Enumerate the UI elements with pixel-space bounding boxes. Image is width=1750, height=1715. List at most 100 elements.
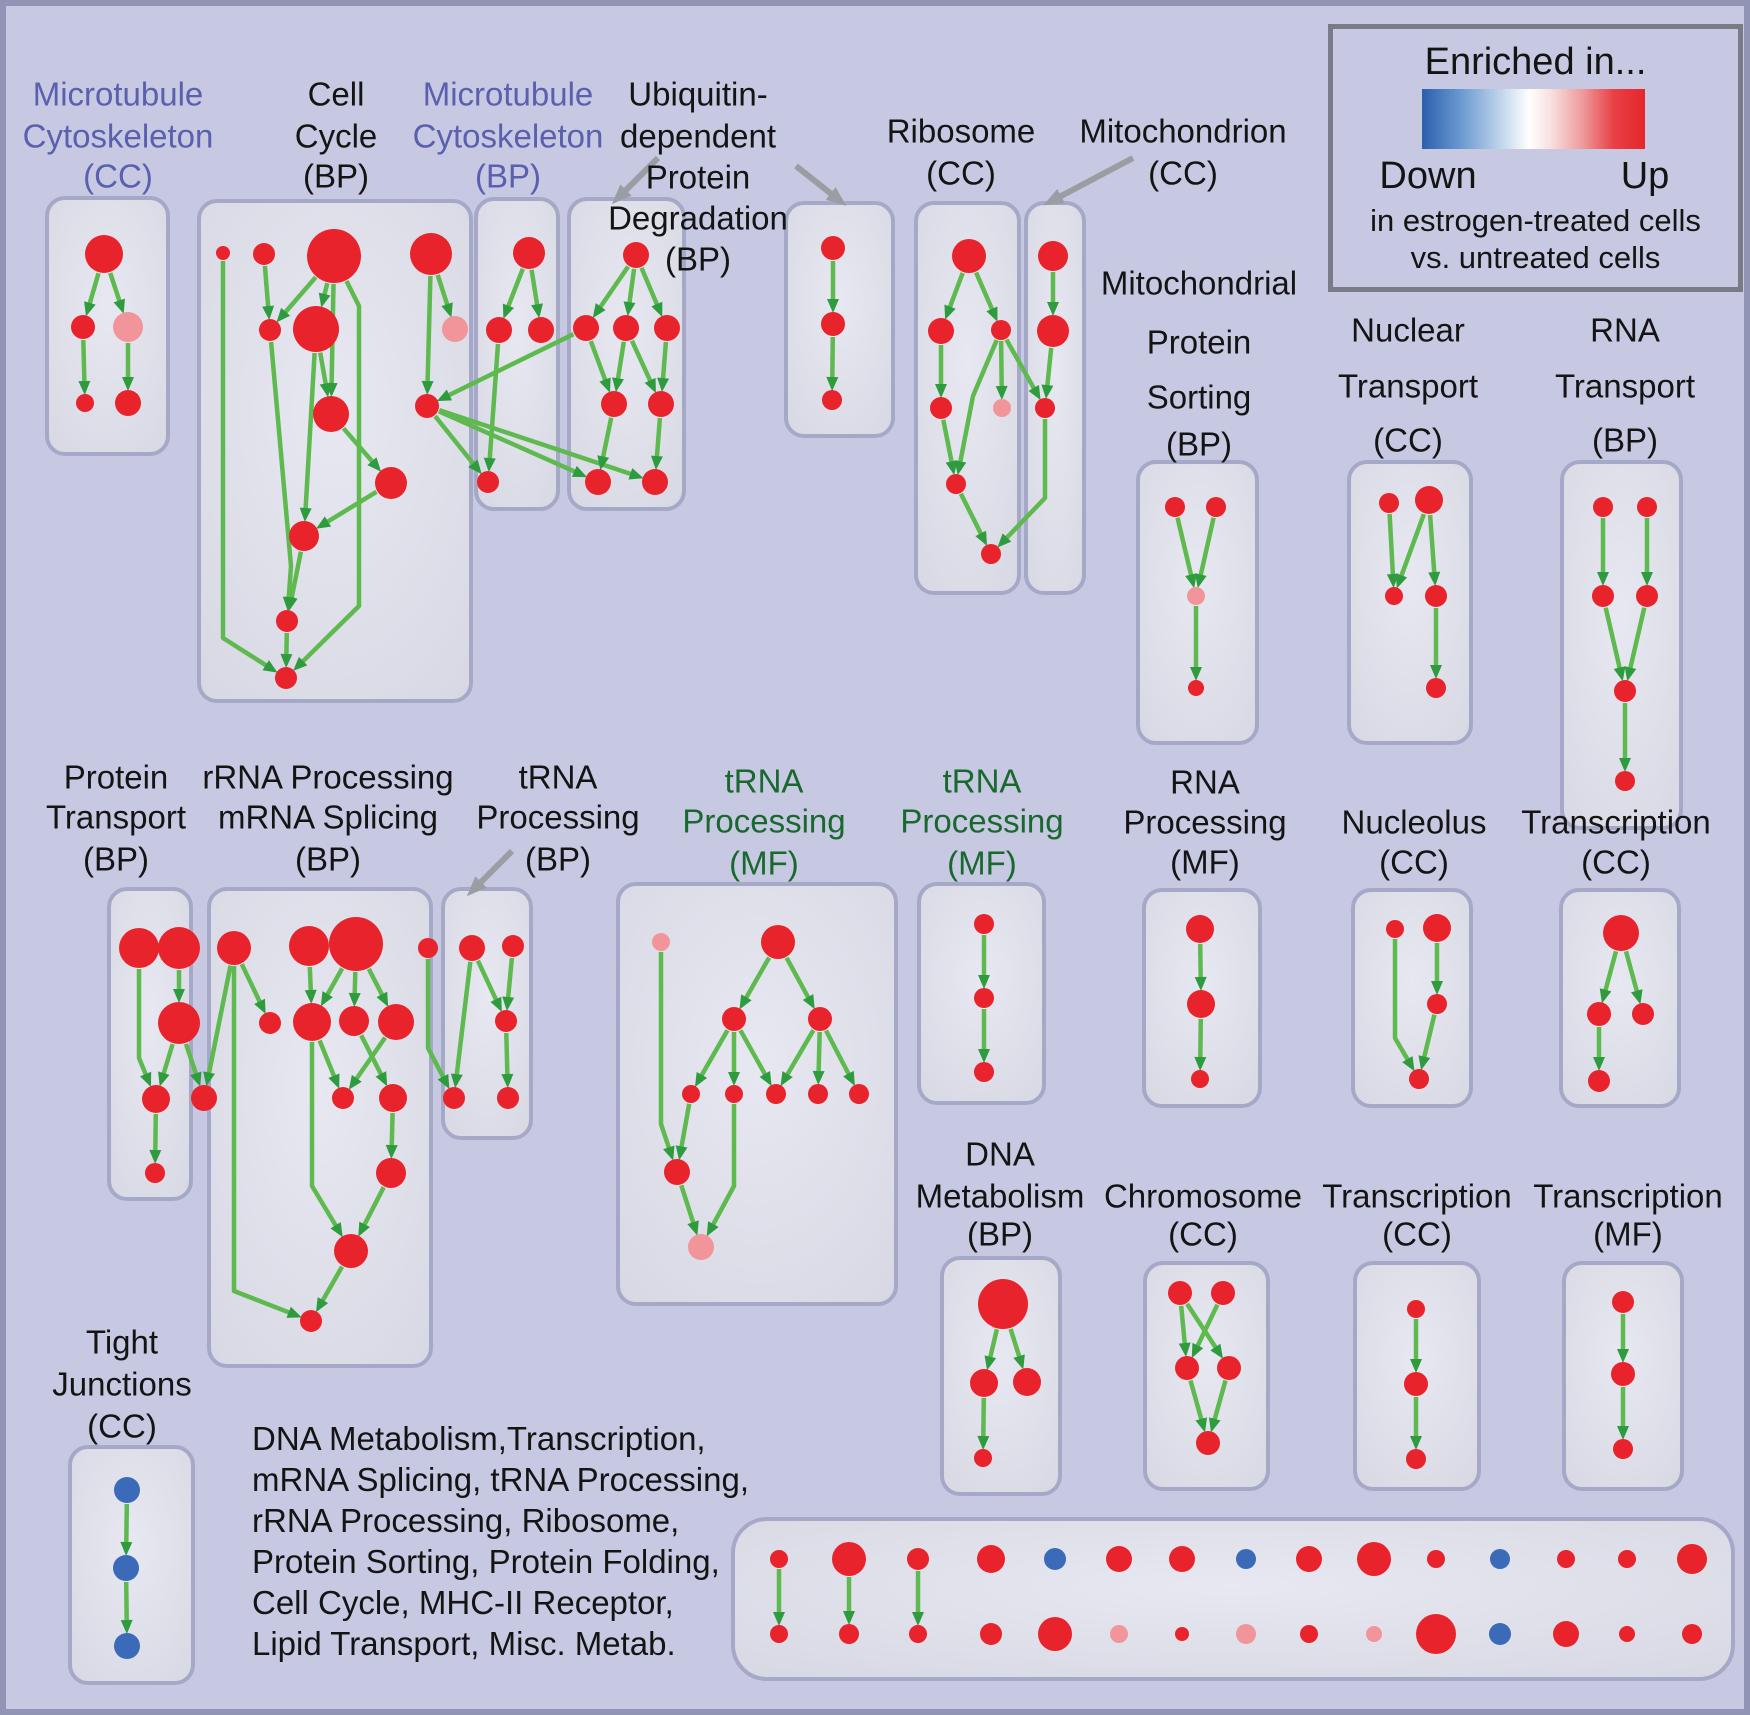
edge-rs4-rta: [348, 1036, 387, 1090]
go-term-node-mtb4: [477, 471, 499, 493]
go-term-node-ccg: [442, 316, 468, 342]
edge-np2-np3: [1194, 1018, 1207, 1071]
group-label-trnabp-line2: (BP): [525, 841, 591, 878]
go-term-node-wb15: [1682, 1624, 1702, 1644]
group-label-transmf-line1: (MF): [1593, 1216, 1663, 1253]
go-term-node-rb4: [930, 397, 952, 419]
edge-cce-ccl: [268, 341, 295, 612]
edge-rr3-rs4: [366, 967, 389, 1007]
go-term-node-ccj: [375, 467, 407, 499]
go-term-node-rs1: [259, 1012, 281, 1034]
edge-fgb-ff4: [812, 1031, 825, 1085]
go-term-node-mfb: [974, 988, 994, 1008]
go-term-node-mi2: [1037, 315, 1069, 347]
go-term-node-ubd2: [648, 391, 674, 417]
edge-uc2-uc3: [826, 336, 839, 391]
go-term-node-dm1: [978, 1279, 1028, 1329]
edge-tc1-tc2: [1599, 950, 1619, 1004]
group-label-cellcycle-line2: (BP): [303, 158, 369, 195]
edge-pt4-pt5: [149, 1113, 162, 1164]
go-term-node-rb7: [981, 544, 1001, 564]
go-term-node-uc3: [822, 390, 842, 410]
go-term-node-fp: [652, 933, 670, 951]
edge-nt2-nt3: [1395, 513, 1427, 589]
group-box-nuctransport: [1347, 460, 1473, 745]
go-term-node-ms3: [1187, 587, 1205, 605]
group-label-mtcc-line0: Microtubule: [33, 76, 204, 113]
edge-rr4-kd: [425, 959, 450, 1090]
go-term-node-mfa: [974, 914, 994, 934]
group-label-nucleolus-line0: Nucleolus: [1342, 804, 1487, 841]
go-term-node-pt5: [145, 1163, 165, 1183]
go-term-node-ff3: [766, 1084, 786, 1104]
go-term-node-wt11: [1427, 1550, 1445, 1568]
edge-fga-ff1: [694, 1029, 730, 1088]
go-term-node-wt6: [1106, 1546, 1132, 1572]
go-term-node-ccf: [293, 306, 339, 352]
go-term-node-ch3: [1175, 1356, 1199, 1380]
edge-rt3-rt5: [1603, 607, 1626, 682]
go-term-node-kc: [495, 1010, 517, 1032]
go-term-node-wt4: [977, 1545, 1005, 1573]
go-term-node-tb3: [1406, 1449, 1426, 1469]
misc-categories-line4: Cell Cycle, MHC-II Receptor,: [252, 1584, 674, 1621]
go-term-node-nt5: [1426, 678, 1446, 698]
go-term-node-tc3: [1632, 1003, 1654, 1025]
edge-rr1-rw: [231, 966, 302, 1318]
edge-ubt-ubl: [592, 265, 630, 319]
go-term-node-cce: [259, 319, 281, 341]
edge-fj-fq: [679, 1184, 699, 1236]
edge-cci-mtb4: [433, 414, 482, 475]
go-term-node-rt5: [1614, 680, 1636, 702]
network-diagram-svg: MicrotubuleCytoskeleton(CC)CellCycle(BP)…: [23, 76, 1735, 1685]
group-label-prottransport-line1: Transport: [46, 799, 186, 836]
edge-rb3-rb5: [995, 340, 1008, 400]
group-box-dnametabolism: [940, 1256, 1062, 1496]
group-label-mtbp-line2: (BP): [475, 158, 541, 195]
go-term-node-ka: [459, 935, 485, 961]
edge-fgb-ff3: [780, 1029, 816, 1087]
group-label-mtcc-line2: (CC): [83, 158, 153, 195]
group-label-rnaprocmf-line1: Processing: [1123, 804, 1286, 841]
edge-dm2-dm4: [977, 1397, 990, 1450]
go-term-node-wb10: [1366, 1626, 1382, 1642]
edge-ms2-ms3: [1194, 517, 1216, 589]
go-term-node-ubd1: [601, 391, 627, 417]
group-label-mtbp-line0: Microtubule: [423, 76, 594, 113]
edge-ccc-cce: [276, 275, 318, 323]
go-term-node-wt8: [1236, 1549, 1256, 1569]
gray-pointer-arrow-3: [466, 848, 515, 897]
go-term-node-rs4: [378, 1004, 414, 1040]
go-term-node-wb1: [770, 1625, 788, 1643]
group-label-chromosome-line0: Chromosome: [1104, 1178, 1302, 1215]
legend-subtitle-line1: in estrogen-treated cells: [1370, 203, 1701, 238]
edge-ccc-ccm: [293, 279, 362, 671]
go-term-node-uc2: [821, 312, 845, 336]
group-label-trnabp-line1: Processing: [476, 799, 639, 836]
edge-ubd1-ubb1: [597, 417, 614, 471]
go-term-node-kb: [502, 935, 524, 957]
edge-rtb-ru: [385, 1112, 398, 1159]
gray-pointer-arrow-0: [611, 155, 661, 205]
edge-ch2-ch3: [1191, 1303, 1220, 1359]
edge-ubr-ubd2: [657, 341, 670, 393]
edge-ubl-ubd1: [588, 340, 611, 393]
group-label-rrna-line0: rRNA Processing: [202, 759, 453, 796]
go-term-node-wb6: [1110, 1625, 1128, 1643]
edge-rb3-rb6: [954, 339, 999, 476]
group-label-tightjunctions-line0: Tight: [86, 1324, 158, 1361]
edge-ubd2-ubb2: [650, 417, 663, 471]
go-term-node-ff1: [682, 1085, 700, 1103]
go-term-node-ff2: [725, 1085, 743, 1103]
group-label-prottransport-line0: Protein: [64, 759, 169, 796]
go-term-node-mtb3: [528, 317, 554, 343]
group-label-ubiquitin-line0: Ubiquitin-: [628, 76, 767, 113]
edge-tj2-tj3: [120, 1581, 133, 1634]
go-term-node-rb2: [928, 318, 954, 344]
edge-rb4-rb6: [941, 419, 958, 476]
go-term-node-nt4: [1425, 585, 1447, 607]
group-label-mitochondrion-line1: (CC): [1148, 155, 1218, 192]
go-term-node-tb1: [1407, 1300, 1425, 1318]
legend-subtitle-line2: vs. untreated cells: [1410, 240, 1661, 275]
